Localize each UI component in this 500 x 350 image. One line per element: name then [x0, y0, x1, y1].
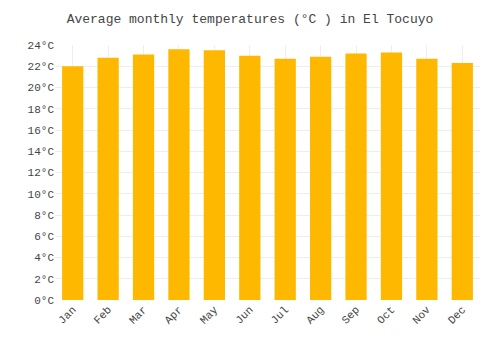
svg-text:Oct: Oct [375, 304, 397, 326]
svg-text:Sep: Sep [340, 304, 362, 326]
svg-text:Jun: Jun [233, 304, 255, 326]
svg-text:24°C: 24°C [28, 40, 55, 52]
svg-text:Nov: Nov [410, 304, 433, 327]
svg-text:18°C: 18°C [28, 104, 55, 116]
svg-text:Aug: Aug [304, 304, 326, 326]
svg-text:Jan: Jan [56, 304, 78, 326]
svg-text:2°C: 2°C [34, 274, 54, 286]
svg-text:10°C: 10°C [28, 189, 55, 201]
svg-text:Jul: Jul [269, 304, 291, 326]
svg-text:May: May [198, 304, 221, 327]
svg-text:Dec: Dec [446, 304, 468, 326]
svg-text:14°C: 14°C [28, 146, 55, 158]
svg-text:12°C: 12°C [28, 167, 55, 179]
svg-text:6°C: 6°C [34, 231, 54, 243]
svg-text:Average monthly temperatures (: Average monthly temperatures (°C ) in El… [67, 12, 434, 27]
svg-text:8°C: 8°C [34, 210, 54, 222]
svg-text:4°C: 4°C [34, 252, 54, 264]
svg-text:16°C: 16°C [28, 125, 55, 137]
svg-text:0°C: 0°C [34, 295, 54, 307]
svg-text:22°C: 22°C [28, 61, 55, 73]
svg-text:Feb: Feb [92, 304, 114, 326]
svg-text:20°C: 20°C [28, 82, 55, 94]
svg-text:Apr: Apr [162, 304, 184, 326]
svg-text:Mar: Mar [127, 304, 149, 326]
